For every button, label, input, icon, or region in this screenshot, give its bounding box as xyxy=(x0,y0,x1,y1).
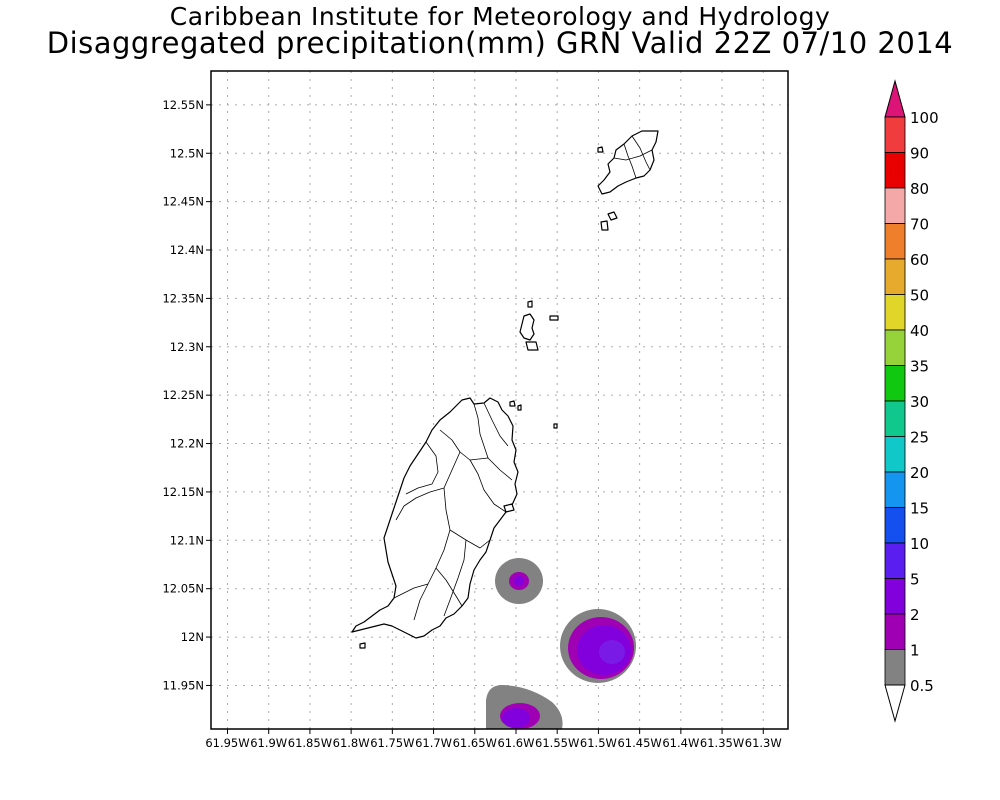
lat-tick-label: 12.35N xyxy=(162,291,204,305)
islet xyxy=(359,642,366,649)
coastline xyxy=(351,130,659,649)
legend-color-box xyxy=(884,578,906,615)
lat-tick-label: 12.55N xyxy=(162,98,204,112)
islet xyxy=(600,220,609,231)
plot-area xyxy=(211,71,788,729)
lat-tick-label: 12.05N xyxy=(162,582,204,596)
lat-tick-label: 12N xyxy=(181,630,204,644)
legend-color-box xyxy=(884,507,906,544)
legend-level-label: 0.5 xyxy=(910,677,934,695)
lon-tick-label: 61.65W xyxy=(453,736,497,750)
islet xyxy=(607,211,618,221)
islet xyxy=(549,315,559,321)
legend-level-label: 2 xyxy=(910,606,920,624)
precipitation-field xyxy=(486,558,636,729)
legend-level-label: 35 xyxy=(910,358,929,376)
legend-level-label: 40 xyxy=(910,322,929,340)
legend-color-box xyxy=(884,613,906,650)
lat-tick-label: 12.2N xyxy=(170,437,204,451)
parish-boundaries xyxy=(393,402,513,621)
carriacou-island-outline xyxy=(597,130,659,195)
legend-level-label: 15 xyxy=(910,500,929,518)
islet xyxy=(527,300,533,308)
legend-level-label: 90 xyxy=(910,145,929,163)
legend-level-label: 70 xyxy=(910,216,929,234)
legend-color-box xyxy=(884,400,906,437)
legend-color-box xyxy=(884,187,906,224)
lat-tick-label: 12.3N xyxy=(170,340,204,354)
legend-level-label: 5 xyxy=(910,571,920,589)
legend-color-box xyxy=(884,223,906,260)
lat-tick-label: 12.5N xyxy=(170,146,204,160)
islet xyxy=(525,341,539,351)
lon-tick-label: 61.6W xyxy=(497,736,534,750)
legend-color-box xyxy=(884,365,906,402)
grenada-island-outline xyxy=(351,397,519,639)
lat-tick-label: 12.4N xyxy=(170,243,204,257)
legend-color-box xyxy=(884,116,906,153)
legend-level-label: 10 xyxy=(910,535,929,553)
legend-bottom-arrow xyxy=(884,684,906,723)
legend-level-label: 80 xyxy=(910,180,929,198)
legend-level-label: 25 xyxy=(910,429,929,447)
plot-frame xyxy=(210,70,789,730)
legend-color-box xyxy=(884,329,906,366)
legend-level-label: 100 xyxy=(910,109,939,127)
lon-tick-label: 61.7W xyxy=(415,736,452,750)
legend-level-label: 30 xyxy=(910,393,929,411)
islet xyxy=(553,423,558,429)
legend-top-arrow xyxy=(884,79,906,118)
lat-tick-label: 12.45N xyxy=(162,195,204,209)
legend-color-box xyxy=(884,294,906,331)
longitude-axis: 61.95W 61.9W 61.85W 61.8W 61.75W 61.7W 61.65W 6… xyxy=(205,729,782,750)
ronde-island-outline xyxy=(519,313,535,341)
legend-level-label: 60 xyxy=(910,251,929,269)
precip-cell-3 xyxy=(486,685,563,729)
legend-color-box xyxy=(884,258,906,295)
title-line-1: Caribbean Institute for Meteorology and … xyxy=(169,2,831,31)
lon-tick-label: 61.95W xyxy=(205,736,249,750)
precipitation-legend: 100 90 80 70 60 50 40 35 30 25 20 15 10 5 2 1 0.5 xyxy=(884,79,939,723)
lat-tick-label: 12.25N xyxy=(162,388,204,402)
precip-cell-1 xyxy=(495,558,543,604)
lon-tick-label: 61.85W xyxy=(288,736,332,750)
lon-tick-label: 61.75W xyxy=(370,736,414,750)
legend-color-box xyxy=(884,542,906,579)
islet xyxy=(509,400,516,407)
legend-color-box xyxy=(884,649,906,686)
lon-tick-label: 61.5W xyxy=(580,736,617,750)
lat-tick-label: 12.15N xyxy=(162,485,204,499)
lon-tick-label: 61.8W xyxy=(333,736,370,750)
islet xyxy=(503,503,515,513)
lon-tick-label: 61.4W xyxy=(662,736,699,750)
legend-level-label: 1 xyxy=(910,642,920,660)
lat-tick-label: 11.95N xyxy=(162,678,204,692)
lon-tick-label: 61.55W xyxy=(535,736,579,750)
latitude-axis: 12.55N 12.5N 12.45N 12.4N 12.35N 12.3N 12.25N 1… xyxy=(162,98,211,692)
islet xyxy=(597,146,604,153)
lon-tick-label: 61.35W xyxy=(700,736,744,750)
islet xyxy=(517,404,522,411)
legend-color-box xyxy=(884,471,906,508)
legend-level-label: 50 xyxy=(910,287,929,305)
lat-tick-label: 12.1N xyxy=(170,533,204,547)
lon-tick-label: 61.9W xyxy=(250,736,287,750)
lon-tick-label: 61.3W xyxy=(745,736,782,750)
legend-color-box xyxy=(884,152,906,189)
legend-level-label: 20 xyxy=(910,464,929,482)
title-line-2: Disaggregated precipitation(mm) GRN Vali… xyxy=(46,26,954,60)
lon-tick-label: 61.45W xyxy=(617,736,661,750)
legend-color-box xyxy=(884,436,906,473)
precip-cell-2 xyxy=(560,609,636,683)
